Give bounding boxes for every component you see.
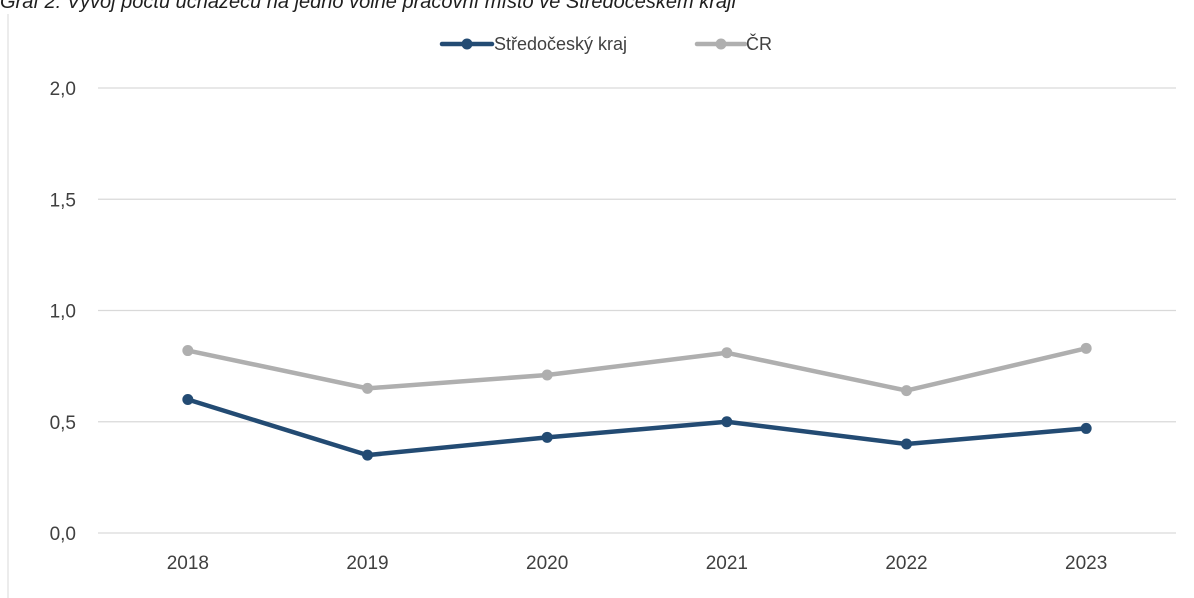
y-axis-ticks: 0,0 0,5 1,0 1,5 2,0 [50, 79, 76, 545]
y-tick-label: 1,0 [50, 302, 76, 323]
data-point [182, 394, 194, 405]
legend-item-1: ČR [694, 33, 772, 54]
data-point [182, 345, 194, 357]
data-point [541, 431, 553, 443]
data-point [721, 347, 733, 359]
x-tick-label: 2018 [167, 553, 209, 574]
legend-item-0: Středočeský kraj [439, 34, 627, 54]
data-point [362, 449, 373, 461]
x-tick-label: 2022 [885, 553, 927, 574]
gridlines [98, 87, 1176, 534]
x-tick-label: 2019 [346, 553, 388, 574]
x-tick-label: 2021 [706, 553, 748, 574]
x-axis-ticks: 2018 2019 2020 2021 2022 2023 [167, 553, 1108, 574]
data-point [362, 382, 373, 394]
legend: Středočeský kraj ČR [439, 33, 772, 54]
data-point [1080, 342, 1092, 354]
y-tick-label: 2,0 [50, 79, 76, 100]
data-point [1080, 422, 1092, 434]
series-layer [182, 342, 1092, 461]
x-tick-label: 2023 [1065, 553, 1107, 574]
y-tick-label: 0,0 [50, 524, 76, 545]
data-point [901, 438, 912, 450]
legend-label: ČR [746, 33, 772, 54]
y-tick-label: 1,5 [50, 190, 76, 211]
series-1 [182, 342, 1092, 397]
y-tick-label: 0,5 [50, 413, 76, 434]
chart-caption: Graf 2: Vývoj počtu uchazečů na jedno vo… [0, 0, 736, 13]
x-tick-label: 2020 [526, 553, 568, 574]
data-point [721, 416, 733, 428]
data-point [541, 369, 553, 381]
series-0 [182, 394, 1092, 461]
series-line [185, 346, 1089, 393]
legend-swatch-marker [461, 38, 473, 50]
data-point [901, 385, 912, 397]
series-line [185, 397, 1089, 458]
legend-swatch-marker [715, 38, 727, 50]
legend-label: Středočeský kraj [494, 34, 627, 54]
